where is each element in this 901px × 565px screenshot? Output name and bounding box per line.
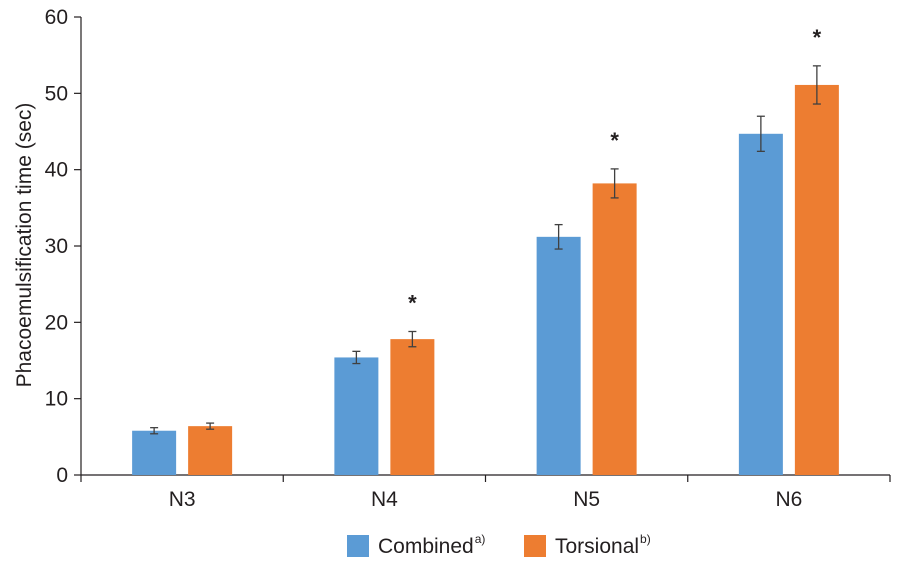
legend-label-torsional: Torsional [555, 535, 639, 558]
y-tick-label: 30 [45, 235, 68, 258]
x-tick-label: N4 [371, 488, 398, 511]
legend-superscript-torsional: b) [640, 532, 651, 546]
x-tick-label: N6 [775, 488, 802, 511]
legend-swatch-torsional [524, 535, 546, 557]
y-tick-label: 10 [45, 388, 68, 411]
bar-torsional-n4 [390, 339, 435, 475]
x-tick-label: N3 [169, 488, 196, 511]
y-tick-label: 40 [45, 159, 68, 182]
significance-asterisk: * [813, 25, 822, 50]
x-axis: N3 N4 N5 N6 [80, 474, 891, 511]
legend-label-combined: Combined [378, 535, 474, 558]
bar-combined-n4 [334, 357, 379, 475]
bar-combined-n6 [738, 133, 783, 476]
y-tick-label: 0 [56, 464, 68, 487]
significance-markers: * * * [408, 25, 822, 316]
significance-asterisk: * [610, 128, 619, 153]
y-tick-label: 20 [45, 311, 68, 334]
legend-superscript-combined: a) [475, 532, 486, 546]
y-tick-label: 60 [45, 6, 68, 29]
bar-combined-n5 [536, 236, 581, 475]
y-axis: 0 10 20 30 40 50 60 [45, 6, 82, 487]
legend-swatch-combined [347, 535, 369, 557]
x-tick-label: N5 [573, 488, 600, 511]
y-tick-label: 50 [45, 82, 68, 105]
bars [132, 84, 839, 476]
bar-combined-n3 [132, 430, 177, 475]
error-bars [150, 65, 821, 435]
legend: Combined a) Torsional b) [347, 532, 651, 558]
bar-torsional-n6 [794, 84, 839, 475]
y-axis-label: Phacoemulsification time (sec) [13, 103, 36, 388]
significance-asterisk: * [408, 290, 417, 315]
bar-torsional-n5 [592, 183, 637, 475]
bar-torsional-n3 [188, 426, 233, 475]
